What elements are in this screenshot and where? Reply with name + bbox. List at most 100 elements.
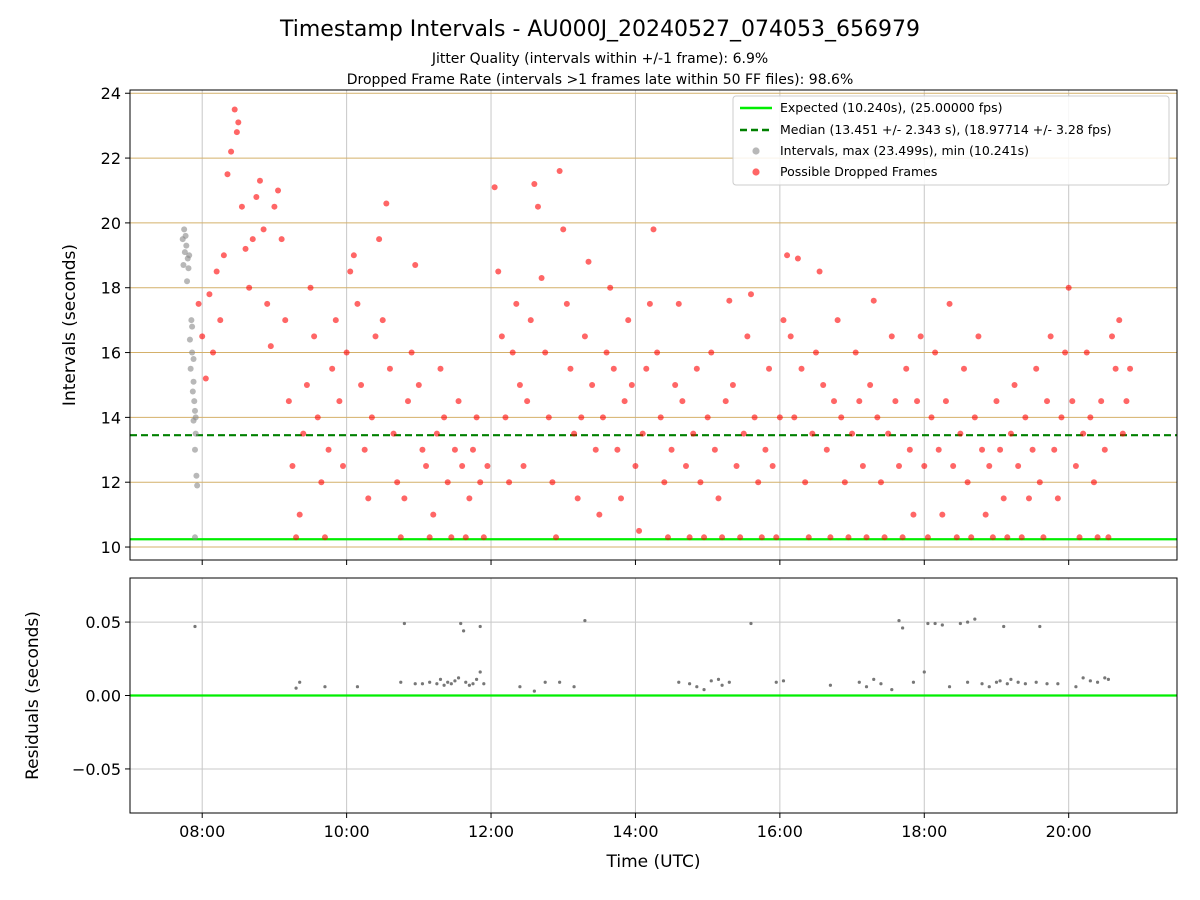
dropped-frame-point xyxy=(798,365,805,372)
dropped-frame-point xyxy=(766,365,773,372)
interval-point xyxy=(189,323,196,330)
dropped-frame-point xyxy=(1011,381,1018,388)
dropped-frame-point xyxy=(899,534,906,541)
dropped-frame-point xyxy=(1083,349,1090,356)
legend: Expected (10.240s), (25.00000 fps) Media… xyxy=(732,95,1170,186)
dropped-frame-point xyxy=(336,398,343,405)
residual-point xyxy=(911,680,916,684)
dropped-frame-point xyxy=(784,252,791,259)
dropped-frame-point xyxy=(256,177,263,184)
dropped-frame-point xyxy=(466,495,473,502)
dropped-frame-point xyxy=(776,414,783,421)
dropped-frame-point xyxy=(881,534,888,541)
interval-point xyxy=(187,365,194,372)
residual-point xyxy=(467,683,471,687)
residual-point xyxy=(438,677,443,681)
dropped-frame-point xyxy=(1025,495,1032,502)
dropped-frame-point xyxy=(589,381,596,388)
dropped-frame-point xyxy=(567,365,574,372)
dropped-frame-point xyxy=(711,446,718,453)
residual-point xyxy=(442,683,446,687)
residual-point xyxy=(897,618,901,623)
dropped-frame-point xyxy=(639,430,646,437)
y-tick-label: 0.00 xyxy=(85,687,121,706)
dropped-frame-point xyxy=(220,252,227,259)
y-tick-label: 22 xyxy=(101,149,121,168)
residual-point xyxy=(461,629,466,633)
dropped-frame-point xyxy=(1058,414,1065,421)
residual-point xyxy=(901,626,905,630)
dropped-frame-point xyxy=(480,534,487,541)
dropped-frame-point xyxy=(495,268,502,275)
interval-point xyxy=(191,446,198,453)
dropped-frame-point xyxy=(747,291,754,298)
residual-point xyxy=(446,680,450,684)
dropped-frame-point xyxy=(939,511,946,518)
residual-point xyxy=(727,680,731,684)
dropped-frame-point xyxy=(1098,398,1105,405)
dropped-frame-point xyxy=(404,398,411,405)
dropped-frame-point xyxy=(769,463,776,469)
dropped-frame-point xyxy=(574,495,581,502)
dropped-frame-point xyxy=(199,333,206,340)
dropped-frame-point xyxy=(971,414,978,421)
dropped-frame-point xyxy=(831,398,838,405)
dropped-frame-point xyxy=(1007,430,1014,437)
residual-point xyxy=(828,683,833,687)
dropped-frame-point xyxy=(267,343,274,350)
dropped-frame-point xyxy=(1054,495,1061,502)
dropped-frame-point xyxy=(556,168,563,175)
dropped-frame-point xyxy=(675,300,682,307)
dropped-frame-point xyxy=(1087,414,1094,421)
legend-dropped-swatch xyxy=(752,168,760,176)
dropped-frame-point xyxy=(1116,317,1123,324)
dropped-frame-point xyxy=(863,534,870,541)
dropped-frame-point xyxy=(632,463,639,469)
dropped-frame-point xyxy=(755,479,762,486)
residual-point xyxy=(1023,682,1027,686)
dropped-frame-point xyxy=(448,534,455,541)
dropped-frame-point xyxy=(1062,349,1069,356)
dropped-frame-point xyxy=(773,534,780,541)
dropped-frame-point xyxy=(780,317,787,324)
x-axis-label: Time (UTC) xyxy=(606,852,701,872)
interval-point xyxy=(191,398,198,405)
dropped-frame-point xyxy=(596,511,603,518)
dropped-frame-point xyxy=(989,534,996,541)
interval-point xyxy=(185,265,192,272)
dropped-frame-point xyxy=(1040,534,1047,541)
residual-point xyxy=(994,680,999,684)
dropped-frame-point xyxy=(686,534,693,541)
residual-point xyxy=(926,621,930,626)
dropped-frame-point xyxy=(1112,365,1119,372)
dropped-frame-point xyxy=(437,365,444,372)
dropped-frame-point xyxy=(401,495,408,502)
y-tick-label: 24 xyxy=(101,84,121,103)
dropped-frame-point xyxy=(231,106,238,113)
interval-point xyxy=(181,226,188,233)
dropped-frame-point xyxy=(563,300,570,307)
dropped-frame-point xyxy=(607,284,614,291)
dropped-frame-point xyxy=(874,414,881,421)
residual-point xyxy=(695,685,699,689)
y-tick-label: −0.05 xyxy=(72,760,121,779)
dropped-frame-point xyxy=(758,534,765,541)
residual-point xyxy=(774,680,778,684)
dropped-frame-point xyxy=(834,317,841,324)
dropped-frame-point xyxy=(282,317,289,324)
dropped-frame-point xyxy=(318,479,325,486)
dropped-frame-point xyxy=(1127,365,1134,372)
residual-point xyxy=(1016,680,1020,684)
dropped-frame-point xyxy=(661,479,668,486)
dropped-frame-point xyxy=(459,463,466,469)
dropped-frame-point xyxy=(285,398,292,405)
dropped-frame-point xyxy=(311,333,318,340)
dropped-frame-point xyxy=(690,430,697,437)
dropped-frame-point xyxy=(1047,333,1054,340)
dropped-frame-point xyxy=(412,262,419,269)
dropped-frame-point xyxy=(794,255,801,262)
dropped-frame-point xyxy=(271,203,278,210)
interval-point xyxy=(182,232,189,239)
interval-point xyxy=(186,336,193,343)
